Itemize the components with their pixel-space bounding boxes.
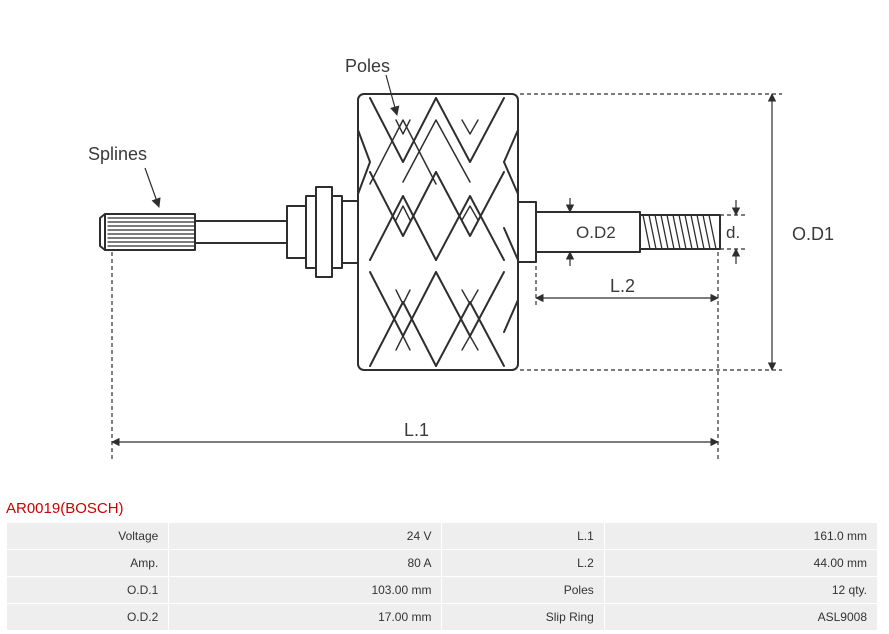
spec-key: Poles	[442, 577, 603, 603]
label-splines: Splines	[88, 144, 147, 164]
spec-val: 44.00 mm	[605, 550, 877, 576]
spec-key: O.D.2	[7, 604, 168, 630]
table-row: Voltage 24 V L.1 161.0 mm	[7, 523, 877, 549]
table-row: O.D.1 103.00 mm Poles 12 qty.	[7, 577, 877, 603]
spec-val: 161.0 mm	[605, 523, 877, 549]
spec-key: O.D.1	[7, 577, 168, 603]
spec-key: L.2	[442, 550, 603, 576]
spec-val: 17.00 mm	[169, 604, 441, 630]
technical-diagram: Poles Splines O.D1 O.D2 d. L.1 L.2	[0, 0, 889, 480]
spec-key: Amp.	[7, 550, 168, 576]
spec-val: 103.00 mm	[169, 577, 441, 603]
table-row: O.D.2 17.00 mm Slip Ring ASL9008	[7, 604, 877, 630]
spec-val: 12 qty.	[605, 577, 877, 603]
label-d: d.	[726, 223, 740, 242]
label-od1: O.D1	[792, 224, 834, 244]
spec-key: Voltage	[7, 523, 168, 549]
part-title: AR0019(BOSCH)	[6, 500, 124, 517]
label-poles: Poles	[345, 56, 390, 76]
spec-key: Slip Ring	[442, 604, 603, 630]
spec-table: Voltage 24 V L.1 161.0 mm Amp. 80 A L.2 …	[6, 522, 878, 631]
label-l1: L.1	[404, 420, 429, 440]
spec-key: L.1	[442, 523, 603, 549]
label-l2: L.2	[610, 276, 635, 296]
label-od2: O.D2	[576, 223, 616, 242]
spec-val: 24 V	[169, 523, 441, 549]
spec-val: 80 A	[169, 550, 441, 576]
table-row: Amp. 80 A L.2 44.00 mm	[7, 550, 877, 576]
spec-val: ASL9008	[605, 604, 877, 630]
